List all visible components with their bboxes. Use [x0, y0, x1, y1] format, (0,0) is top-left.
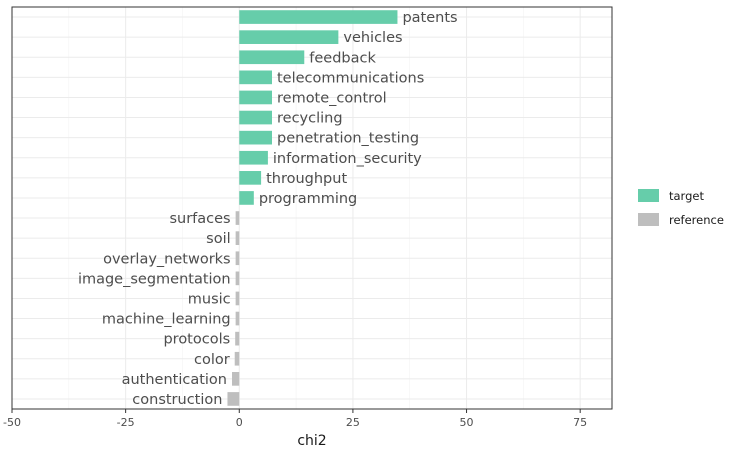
bar-feedback	[239, 50, 305, 65]
legend: target reference	[638, 189, 724, 227]
bar-label-penetration-testing: penetration_testing	[277, 131, 419, 147]
grid-layer	[11, 7, 612, 409]
x-axis: -50 -25 0 25 50 75	[3, 409, 587, 429]
x-tick-label: 75	[573, 416, 587, 429]
bar-label-information-security: information_security	[273, 151, 422, 167]
bar-penetration-testing	[239, 130, 272, 145]
bar-overlay-networks	[235, 251, 240, 266]
bar-layer	[227, 10, 398, 406]
legend-label-target: target	[669, 189, 704, 203]
x-axis-title: chi2	[297, 433, 326, 449]
x-tick-label: 50	[460, 416, 474, 429]
x-tick-label: 25	[346, 416, 360, 429]
bar-label-machine-learning: machine_learning	[102, 312, 231, 328]
bar-label-throughput: throughput	[266, 171, 347, 187]
bar-label-authentication: authentication	[122, 372, 227, 388]
bar-label-programming: programming	[259, 191, 357, 207]
legend-swatch-target	[638, 189, 659, 202]
x-tick-label: -25	[117, 416, 135, 429]
plot-panel-border	[11, 6, 613, 410]
bar-remote-control	[239, 90, 272, 105]
bar-recycling	[239, 110, 272, 125]
bar-information-security	[239, 150, 268, 165]
bar-vehicles	[239, 30, 339, 44]
bar-image-segmentation	[235, 271, 240, 286]
bar-label-image-segmentation: image_segmentation	[78, 271, 231, 287]
bar-label-color: color	[194, 352, 230, 368]
legend-swatch-reference	[638, 213, 659, 226]
bar-authentication	[232, 372, 240, 386]
bar-throughput	[239, 171, 262, 185]
bar-label-vehicles: vehicles	[343, 30, 402, 46]
bar-label-protocols: protocols	[163, 332, 230, 348]
bar-soil	[235, 231, 240, 245]
bar-surfaces	[235, 211, 240, 225]
bar-label-overlay-networks: overlay_networks	[103, 251, 231, 267]
bar-programming	[239, 191, 254, 205]
bar-label-music: music	[188, 291, 231, 307]
bar-patents	[239, 10, 398, 24]
bar-protocols	[235, 331, 240, 346]
x-tick-label: 0	[236, 416, 243, 429]
bar-label-construction: construction	[132, 392, 222, 408]
bar-label-recycling: recycling	[277, 111, 343, 127]
bar-label-remote-control: remote_control	[277, 90, 387, 106]
bar-machine-learning	[235, 311, 240, 326]
x-tick-label: -50	[3, 416, 21, 429]
bar-music	[235, 291, 240, 306]
bar-construction	[227, 392, 240, 406]
legend-label-reference: reference	[669, 213, 724, 227]
bar-label-feedback: feedback	[309, 50, 376, 66]
bar-label-patents: patents	[402, 10, 457, 26]
bar-color	[234, 351, 240, 366]
bar-label-soil: soil	[206, 231, 230, 247]
bar-label-surfaces: surfaces	[169, 211, 230, 227]
bar-telecommunications	[239, 70, 272, 85]
bar-label-telecommunications: telecommunications	[277, 70, 424, 86]
